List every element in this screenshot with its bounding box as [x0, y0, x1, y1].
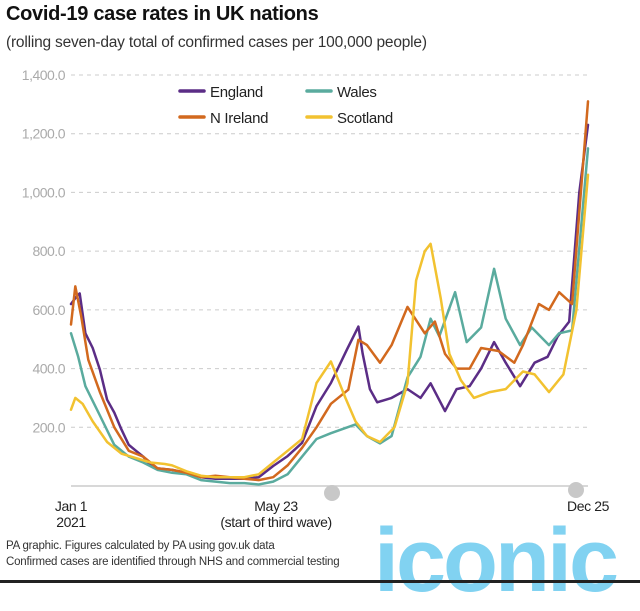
x-tick-label: Dec 25	[567, 498, 610, 514]
y-tick-label: 1,200.0	[22, 126, 66, 142]
series-line-england	[69, 123, 590, 480]
x-tick-label: May 23	[254, 498, 298, 514]
legend: England Wales N Ireland Scotland	[178, 84, 393, 127]
timeline-marker-dot	[324, 485, 340, 501]
footer-source: PA graphic. Figures calculated by PA usi…	[6, 540, 275, 552]
series-line-n-ireland	[69, 100, 590, 482]
y-tick-label: 400.0	[32, 361, 65, 377]
y-tick-label: 600.0	[32, 302, 65, 318]
x-tick-label: Jan 1	[55, 498, 88, 514]
y-tick-label: 800.0	[32, 243, 65, 259]
y-axis-ticks: 200.0 400.0 600.0 800.0 1,000.0 1,200.0 1,400.…	[22, 67, 66, 435]
legend-label: England	[210, 84, 263, 101]
timeline-markers	[324, 482, 584, 501]
y-tick-label: 1,400.0	[22, 67, 66, 83]
footer-note: Confirmed cases are identified through N…	[6, 556, 340, 568]
bottom-rule	[0, 580, 640, 583]
series-lines	[69, 100, 590, 486]
gridlines	[71, 74, 588, 487]
x-tick-sublabel: (start of third wave)	[220, 514, 331, 530]
timeline-marker-dot	[568, 482, 584, 498]
line-chart: 200.0 400.0 600.0 800.0 1,000.0 1,200.0 1,400.…	[22, 67, 610, 530]
legend-label: N Ireland	[210, 110, 268, 127]
chart-subtitle: (rolling seven-day total of confirmed ca…	[6, 34, 427, 51]
legend-label: Wales	[337, 84, 377, 101]
y-tick-label: 200.0	[32, 419, 65, 435]
series-line-scotland	[69, 173, 590, 479]
y-tick-label: 1,000.0	[22, 184, 66, 200]
legend-label: Scotland	[337, 110, 393, 127]
chart-title: Covid-19 case rates in UK nations	[6, 3, 319, 25]
x-tick-sublabel: 2021	[56, 514, 86, 530]
series-line-wales	[69, 147, 590, 486]
